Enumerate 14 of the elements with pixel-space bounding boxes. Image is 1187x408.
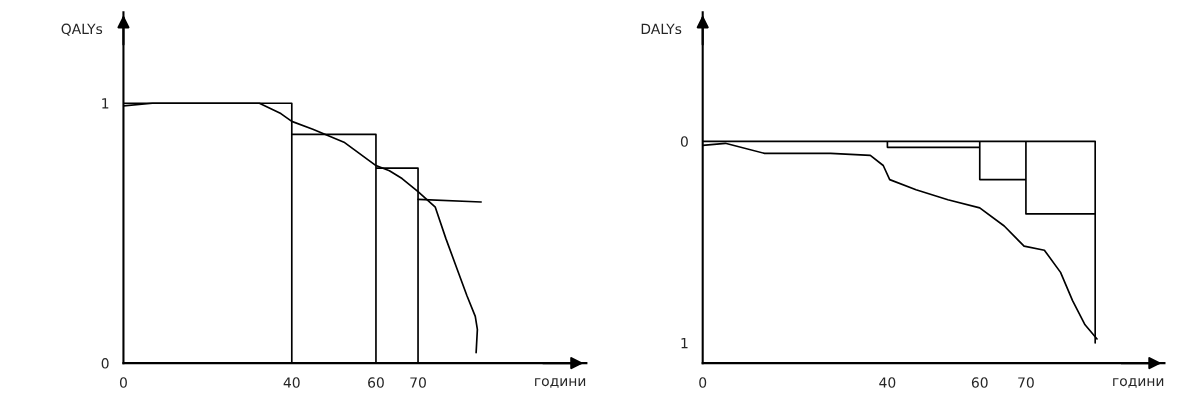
- y-tick-label: 1: [681, 338, 688, 349]
- x-tick-label: 40: [283, 377, 300, 388]
- x-tick-label: 60: [368, 377, 384, 388]
- y-axis-title: DALYs: [641, 23, 682, 35]
- x-tick-label: 70: [410, 377, 426, 388]
- x-axis-title: години: [1113, 378, 1164, 388]
- y-axis-title: QALYs: [61, 23, 103, 36]
- x-tick-label: 70: [1018, 377, 1034, 388]
- x-tick-label: 0: [699, 377, 707, 388]
- x-axis-title: години: [535, 378, 586, 388]
- x-tick-label: 60: [971, 377, 988, 388]
- x-tick-label: 40: [879, 377, 896, 388]
- x-tick-label: 0: [119, 377, 127, 388]
- y-tick-label: 1: [102, 98, 109, 109]
